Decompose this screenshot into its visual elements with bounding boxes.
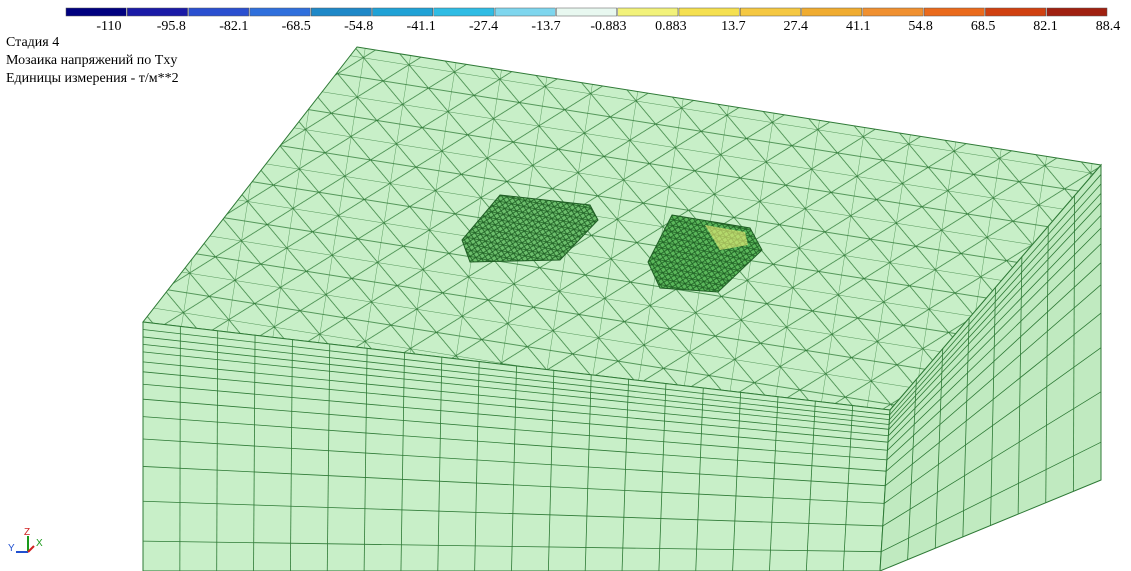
legend-swatch [924, 8, 984, 16]
legend-swatch [985, 8, 1045, 16]
legend-label: 68.5 [971, 19, 996, 34]
legend-swatch [250, 8, 310, 16]
legend-swatch [679, 8, 739, 16]
legend-label: 88.4 [1096, 19, 1121, 34]
axis-label: Z [24, 527, 30, 538]
legend-label: -95.8 [157, 19, 186, 34]
model-view: -110 -95.8 -82.1 -68.5 -54.8 -41.1 -27.4 -13.7 -… [0, 0, 1131, 571]
legend-swatch [495, 8, 555, 16]
legend-swatch [311, 8, 371, 16]
legend-label: 82.1 [1033, 19, 1058, 34]
legend-label: 27.4 [784, 19, 809, 34]
axis-label: X [36, 538, 43, 549]
legend-label: -0.883 [590, 19, 626, 34]
axis-label: Y [8, 543, 15, 554]
legend-swatch [802, 8, 862, 16]
legend-swatch [66, 8, 126, 16]
legend-label: -82.1 [219, 19, 248, 34]
viewport: -110 -95.8 -82.1 -68.5 -54.8 -41.1 -27.4 -13.7 -… [0, 0, 1131, 571]
legend-swatch [618, 8, 678, 16]
legend-swatch [372, 8, 432, 16]
legend-label: -110 [96, 19, 121, 34]
legend-swatch [434, 8, 494, 16]
axis-triad: Y Z X [8, 527, 43, 554]
legend-label: -41.1 [407, 19, 436, 34]
units-label: Единицы измерения - т/м**2 [6, 71, 179, 86]
mesh-line [180, 326, 181, 571]
result-title: Мозаика напряжений по Txy [6, 53, 177, 68]
legend-swatch [863, 8, 923, 16]
legend-label: -13.7 [531, 19, 560, 34]
legend-swatch [189, 8, 249, 16]
legend-label: 41.1 [846, 19, 871, 34]
legend-swatch [127, 8, 187, 16]
stage-label: Стадия 4 [6, 35, 59, 50]
legend-label: 0.883 [655, 19, 687, 34]
legend-label: 54.8 [908, 19, 933, 34]
color-legend: -110 -95.8 -82.1 -68.5 -54.8 -41.1 -27.4 -13.7 -… [66, 8, 1120, 34]
legend-swatch [556, 8, 616, 16]
legend-label: -27.4 [469, 19, 498, 34]
legend-label: -54.8 [344, 19, 373, 34]
legend-swatch [740, 8, 800, 16]
legend-swatch [1047, 8, 1107, 16]
legend-label: 13.7 [721, 19, 746, 34]
legend-label: -68.5 [282, 19, 311, 34]
